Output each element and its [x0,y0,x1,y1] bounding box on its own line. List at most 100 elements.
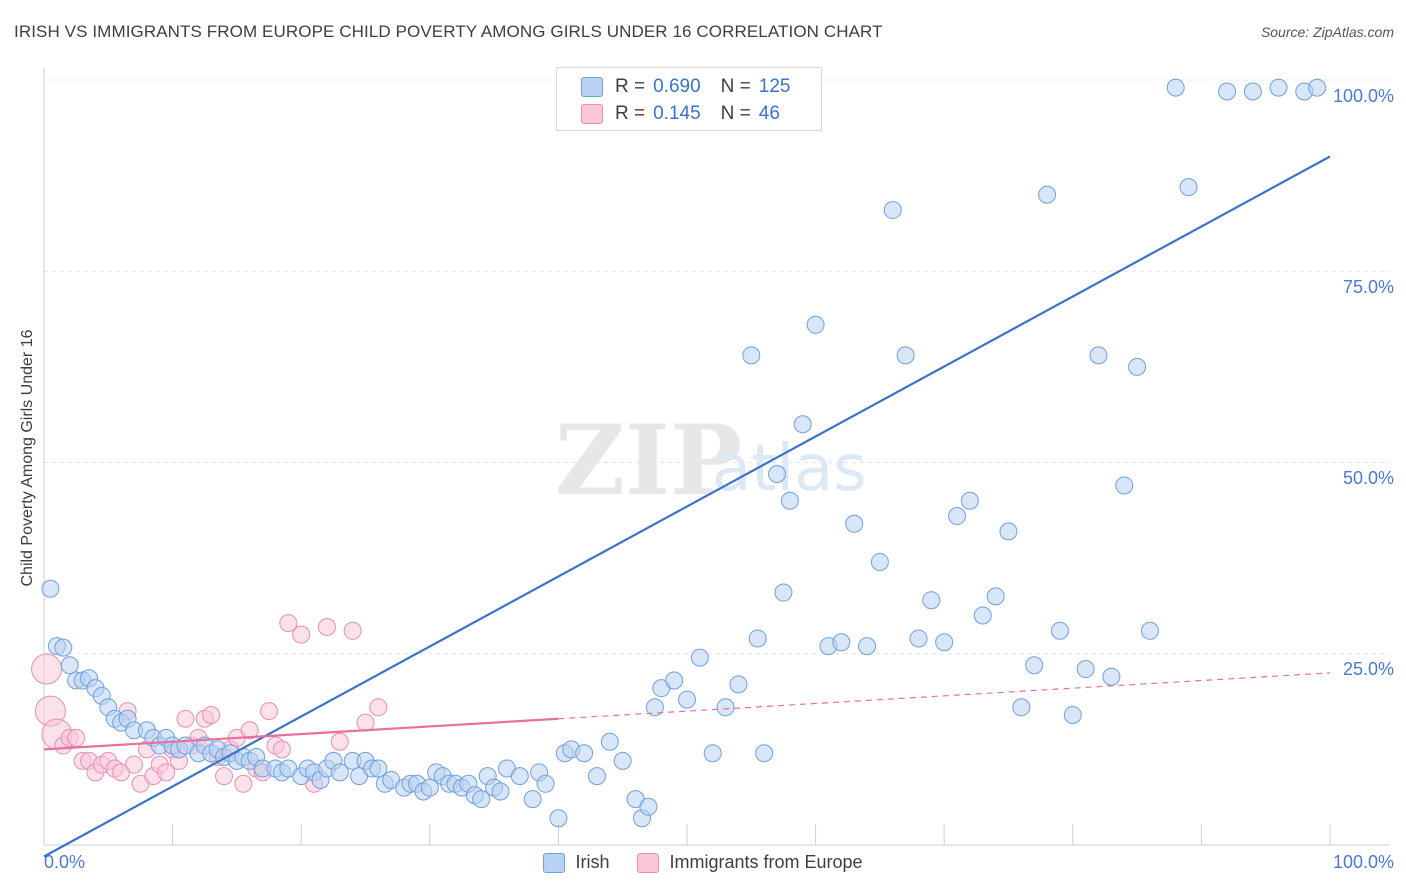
series-legend: Irish Immigrants from Europe [0,852,1406,873]
point-europe [31,653,63,685]
point-europe [260,702,279,721]
point-europe [176,709,195,728]
point-irish [960,491,979,510]
point-europe [202,705,221,724]
point-irish [1012,698,1031,717]
point-irish [587,767,606,786]
point-irish [780,491,799,510]
legend-europe-swatch [637,852,660,873]
point-irish [729,675,748,694]
point-irish [858,637,877,656]
point-irish [742,346,761,365]
point-irish [768,464,787,483]
point-irish [832,633,851,652]
point-irish [845,514,864,533]
point-irish [1102,667,1121,686]
point-europe [343,621,362,640]
point-irish [369,759,388,778]
point-irish [472,790,491,809]
point-irish [1166,78,1185,97]
point-irish [1038,185,1057,204]
point-europe [330,732,349,751]
point-irish [1243,82,1262,101]
point-europe [317,617,336,636]
point-europe [356,713,375,732]
point-irish [973,606,992,625]
y-tick-50: 50.0% [1342,468,1394,488]
point-irish [922,591,941,610]
y-tick-75: 75.0% [1342,277,1394,297]
point-europe [279,614,298,633]
point-irish [60,656,79,675]
point-irish [665,671,684,690]
point-irish [613,751,632,770]
chart-title: IRISH VS IMMIGRANTS FROM EUROPE CHILD PO… [14,22,883,41]
point-irish [1089,346,1108,365]
point-europe [215,767,234,786]
point-irish [870,552,889,571]
stats-row-irish: R = 0.690 N = 125 [581,75,790,99]
x-tick-right: 100.0% [1332,852,1394,872]
europe-n-value: 46 [758,103,780,124]
point-irish [41,579,60,598]
watermark-zip: ZIP [555,404,742,517]
stats-legend: R = 0.690 N = 125 R = 0.145 N = 46 [556,67,822,131]
point-europe [234,774,253,793]
point-irish [1076,660,1095,679]
y-tick-100: 100.0% [1332,86,1394,106]
point-irish [883,201,902,220]
y-axis-label: Child Poverty Among Girls Under 16 [19,329,36,587]
europe-r-label: R = [615,103,646,124]
source-label: Source: ZipAtlas.com [1260,24,1394,40]
point-europe [240,721,259,740]
point-irish [935,633,954,652]
point-irish [639,797,658,816]
point-europe [67,728,86,747]
y-tick-25: 25.0% [1342,659,1394,679]
point-irish [330,763,349,782]
europe-r-value: 0.145 [653,103,701,124]
point-irish [523,790,542,809]
legend-item-europe[interactable]: Immigrants from Europe [637,852,863,873]
point-europe [272,740,291,759]
point-europe [292,625,311,644]
point-irish [549,809,568,828]
stats-row-europe: R = 0.145 N = 46 [581,102,780,126]
point-irish [1269,78,1288,97]
point-irish [645,698,664,717]
point-irish [774,583,793,602]
europe-n-label: N = [720,103,751,124]
legend-item-irish[interactable]: Irish [543,852,609,873]
point-irish [600,732,619,751]
point-irish [909,629,928,648]
irish-r-value: 0.690 [653,76,701,97]
point-irish [703,744,722,763]
point-irish [420,778,439,797]
point-irish [716,698,735,717]
irish-n-value: 125 [758,76,791,97]
point-irish [755,744,774,763]
point-irish [1179,178,1198,197]
point-irish [510,767,529,786]
point-irish [1308,78,1327,97]
point-irish [1128,357,1147,376]
point-irish [793,415,812,434]
point-irish [690,648,709,667]
legend-irish-label: Irish [575,852,610,872]
point-irish [1050,621,1069,640]
point-europe [157,763,176,782]
point-europe [369,698,388,717]
point-irish [806,315,825,334]
irish-swatch [581,77,603,97]
europe-swatch [581,104,603,124]
point-irish [748,629,767,648]
point-irish [54,638,73,657]
point-irish [1063,705,1082,724]
legend-europe-label: Immigrants from Europe [669,852,863,872]
point-irish [1115,476,1134,495]
point-irish [986,587,1005,606]
point-irish [1025,656,1044,675]
point-europe [125,755,144,774]
point-irish [491,782,510,801]
x-tick-left: 0.0% [44,852,86,872]
